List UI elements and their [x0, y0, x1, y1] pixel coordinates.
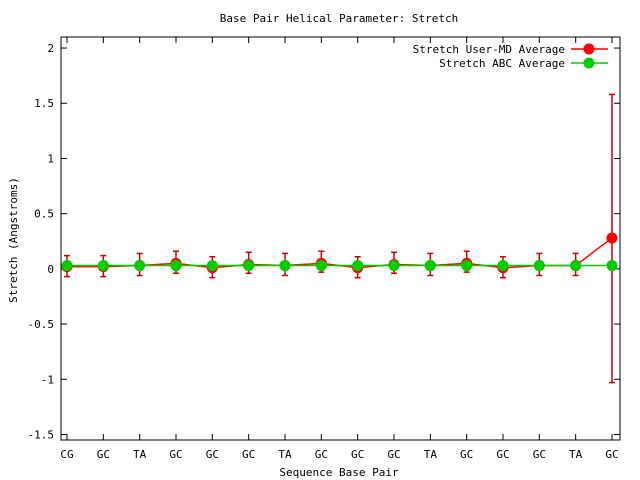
data-point-1	[533, 260, 545, 272]
x-tick-label: GC	[169, 448, 182, 461]
data-point-1	[134, 260, 146, 272]
y-tick-label: 0	[47, 263, 54, 276]
legend-marker	[583, 43, 595, 55]
series-points	[61, 232, 618, 274]
data-point-1	[243, 260, 255, 272]
data-point-1	[352, 260, 364, 272]
y-axis: -1.5 -1 -0.5 0 0.5 1 1.5 2	[28, 42, 620, 441]
plot-frame	[60, 36, 621, 441]
x-tick-label: GC	[315, 448, 328, 461]
chart-title: Base Pair Helical Parameter: Stretch	[220, 12, 458, 25]
y-tick-label: 1.5	[34, 97, 54, 110]
error-bars	[64, 93, 615, 384]
x-tick-label: GC	[97, 448, 110, 461]
y-axis-label: Stretch (Angstroms)	[7, 177, 20, 303]
x-tick-label: GC	[533, 448, 546, 461]
data-point-1	[61, 260, 73, 272]
data-point-1	[388, 260, 400, 272]
y-tick-label: -0.5	[28, 318, 55, 331]
x-tick-label: TA	[278, 448, 292, 461]
data-point-0	[606, 232, 618, 244]
data-point-1	[279, 260, 291, 272]
series-line-0	[67, 237, 613, 269]
data-point-1	[570, 260, 582, 272]
legend-marker	[583, 57, 595, 69]
x-tick-label: GC	[605, 448, 618, 461]
x-tick-label: TA	[424, 448, 438, 461]
data-point-1	[206, 260, 218, 272]
x-tick-label: GC	[351, 448, 364, 461]
legend-label: Stretch User-MD Average	[413, 43, 565, 56]
data-point-1	[424, 260, 436, 272]
x-tick-label: CG	[60, 448, 73, 461]
legend-label: Stretch ABC Average	[439, 57, 565, 70]
data-point-1	[606, 260, 618, 272]
data-point-1	[461, 260, 473, 272]
x-axis-label: Sequence Base Pair	[279, 466, 399, 479]
y-tick-label: 0.5	[34, 208, 54, 221]
y-tick-label: -1	[41, 373, 54, 386]
x-tick-label: GC	[242, 448, 255, 461]
data-point-1	[170, 260, 182, 272]
y-tick-label: -1.5	[28, 428, 55, 441]
x-tick-label: TA	[133, 448, 147, 461]
y-tick-label: 2	[47, 42, 54, 55]
x-tick-label: GC	[460, 448, 473, 461]
data-point-1	[97, 260, 109, 272]
x-axis: CG GC TA GC GC GC TA GC GC GC TA GC GC GC TA GC	[60, 37, 619, 461]
x-tick-label: GC	[206, 448, 219, 461]
y-tick-label: 1	[47, 152, 54, 165]
data-point-1	[315, 260, 327, 272]
x-tick-label: GC	[496, 448, 509, 461]
series-lines	[67, 237, 613, 269]
x-tick-label: GC	[387, 448, 400, 461]
data-point-1	[497, 260, 509, 272]
x-tick-label: TA	[569, 448, 583, 461]
